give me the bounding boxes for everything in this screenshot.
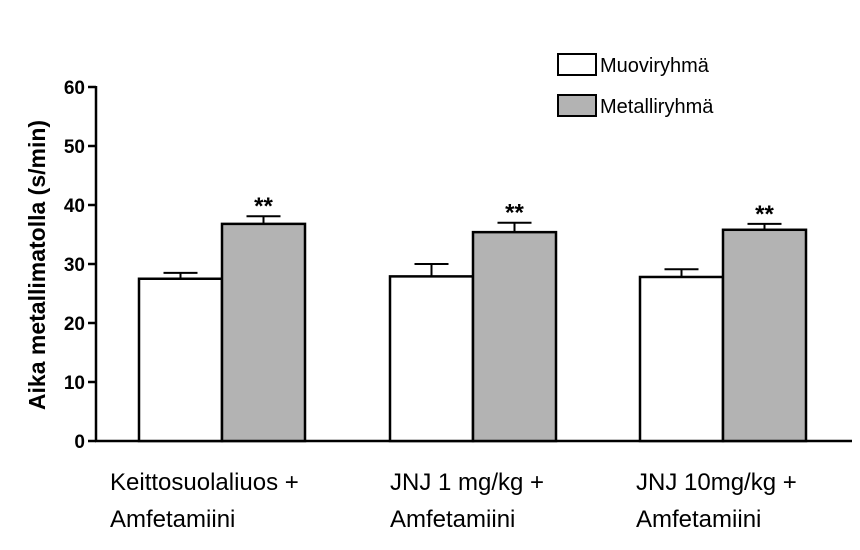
category-labels: Keittosuolaliuos + Amfetamiini JNJ 1 mg/kg… xyxy=(110,469,797,533)
y-tick-label: 40 xyxy=(64,196,85,217)
y-tick-label: 10 xyxy=(64,373,85,394)
bar xyxy=(137,277,224,443)
legend-swatch xyxy=(557,94,597,117)
x-tick-label: Amfetamiini xyxy=(636,506,761,533)
x-tick-label: Amfetamiini xyxy=(390,506,515,533)
significance-marker: ** xyxy=(505,200,524,227)
x-tick-label: Amfetamiini xyxy=(110,506,235,533)
legend-label: Metalliryhmä xyxy=(600,96,714,118)
bar xyxy=(638,275,725,443)
y-tick-label: 0 xyxy=(74,432,85,453)
y-tick-label: 20 xyxy=(64,314,85,335)
bar xyxy=(721,228,808,443)
significance-marker: ** xyxy=(755,201,774,228)
significance-marker: ** xyxy=(254,193,273,220)
bars: ** ** ** xyxy=(137,193,808,443)
y-axis-label: Aika metallimatolla (s/min) xyxy=(24,120,50,410)
y-tick-label: 60 xyxy=(64,78,85,99)
legend-label: Muoviryhmä xyxy=(600,55,710,77)
bar xyxy=(388,275,475,443)
bar xyxy=(471,230,558,443)
y-tick-label: 50 xyxy=(64,137,85,158)
x-tick-label: Keittosuolaliuos + xyxy=(110,469,299,496)
x-tick-label: JNJ 10mg/kg + xyxy=(636,469,797,496)
y-tick-label: 30 xyxy=(64,255,85,276)
bar xyxy=(220,222,307,443)
x-tick-label: JNJ 1 mg/kg + xyxy=(390,469,544,496)
legend: Muoviryhmä Metalliryhmä xyxy=(557,53,714,118)
legend-swatch xyxy=(557,53,597,76)
